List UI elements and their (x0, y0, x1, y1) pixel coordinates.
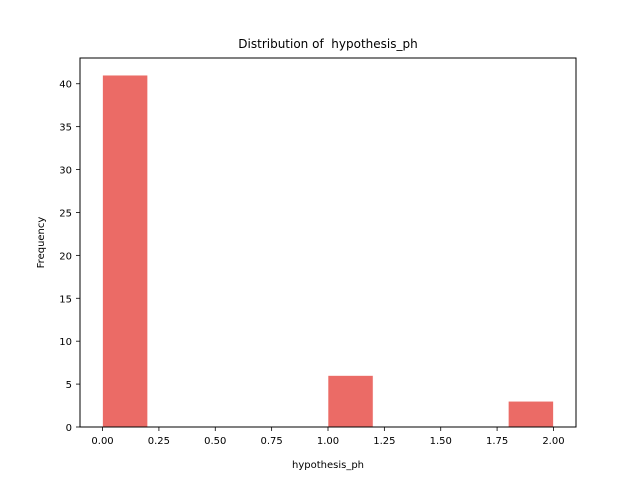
y-tick-label: 30 (59, 166, 72, 177)
y-tick-label: 15 (59, 294, 72, 305)
y-tick-label: 10 (59, 337, 72, 348)
y-tick-label: 35 (59, 123, 72, 134)
x-tick-label: 1.00 (317, 436, 339, 447)
y-tick-label: 25 (59, 208, 72, 219)
y-tick-label: 0 (66, 423, 72, 434)
x-tick-label: 0.00 (91, 436, 113, 447)
x-tick-label: 0.50 (204, 436, 226, 447)
bars-group (102, 74, 554, 428)
x-axis-label: hypothesis_ph (292, 460, 364, 471)
y-tick-label: 5 (66, 380, 72, 391)
histogram-bar (508, 400, 554, 428)
x-tick-label: 0.75 (261, 436, 283, 447)
histogram-bar (102, 74, 148, 428)
x-tick-label: 1.75 (486, 436, 508, 447)
x-tick-label: 1.50 (430, 436, 452, 447)
x-axis-ticks: 0.00 0.25 0.50 0.75 1.00 1.25 1.50 1.75 2.00 (91, 427, 565, 447)
x-tick-label: 0.25 (148, 436, 170, 447)
y-tick-label: 40 (59, 80, 72, 91)
y-axis-label: Frequency (36, 217, 47, 269)
y-tick-label: 20 (59, 251, 72, 262)
x-tick-label: 2.00 (542, 436, 564, 447)
histogram-bar (327, 375, 374, 428)
chart-title: Distribution of hypothesis_ph (238, 37, 417, 51)
y-axis-ticks: 0 5 10 15 20 25 30 35 40 (59, 80, 80, 434)
x-tick-label: 1.25 (373, 436, 395, 447)
